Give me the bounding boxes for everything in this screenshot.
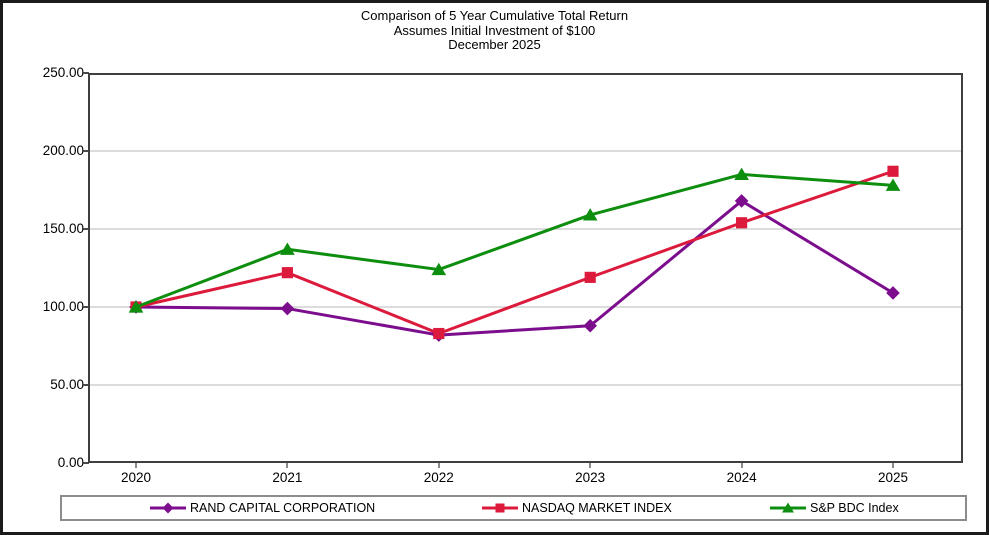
data-point-nasdaq-market-index-2021 xyxy=(281,267,293,279)
data-point-nasdaq-market-index-2025 xyxy=(887,165,899,177)
data-point-s-p-bdc-index-2020 xyxy=(128,300,144,313)
data-point-nasdaq-market-index-2024 xyxy=(736,217,748,229)
series-line-nasdaq-market-index xyxy=(135,169,894,336)
x-tick-label: 2024 xyxy=(726,470,757,485)
legend-item-rand-capital-corporation: RAND CAPITAL CORPORATION xyxy=(150,501,375,515)
x-tick-label: 2023 xyxy=(575,470,606,485)
y-tick-label: 150.00 xyxy=(42,221,84,236)
legend-label: NASDAQ MARKET INDEX xyxy=(522,501,672,515)
legend: RAND CAPITAL CORPORATION NASDAQ MARKET IN… xyxy=(60,495,967,521)
plot-border xyxy=(88,73,963,463)
x-tick-mark xyxy=(135,463,137,468)
y-tick-mark xyxy=(83,228,89,230)
legend-marker-triangle-icon xyxy=(770,502,806,513)
data-point-rand-capital-corporation-2025 xyxy=(886,286,900,300)
legend-marker-diamond-icon xyxy=(150,502,186,514)
y-tick-mark xyxy=(83,150,89,152)
data-point-s-p-bdc-index-2024 xyxy=(734,167,749,180)
x-tick-label: 2020 xyxy=(120,470,152,485)
y-tick-label: 50.00 xyxy=(50,377,84,392)
chart-title-line-2: Assumes Initial Investment of $100 xyxy=(393,22,596,38)
y-tick-mark xyxy=(83,306,89,308)
plot-area xyxy=(88,73,963,463)
chart-title-line-1: Comparison of 5 Year Cumulative Total Re… xyxy=(360,8,629,23)
x-tick-mark xyxy=(437,463,440,468)
y-tick-label: 100.00 xyxy=(42,299,84,314)
legend-marker-square-icon xyxy=(482,503,518,513)
chart-title: Comparison of 5 Year Cumulative Total Re… xyxy=(0,8,989,53)
y-tick-label: 250.00 xyxy=(42,65,84,80)
series-line-rand-capital-corporation xyxy=(135,199,894,337)
data-point-rand-capital-corporation-2024 xyxy=(734,194,749,208)
x-tick-label: 2025 xyxy=(877,470,909,485)
data-point-s-p-bdc-index-2022 xyxy=(431,262,447,276)
data-point-s-p-bdc-index-2021 xyxy=(280,242,295,255)
data-point-rand-capital-corporation-2023 xyxy=(583,318,597,333)
y-tick-label: 200.00 xyxy=(42,143,84,158)
y-tick-mark xyxy=(83,462,89,464)
legend-label: RAND CAPITAL CORPORATION xyxy=(190,501,376,515)
data-point-rand-capital-corporation-2021 xyxy=(280,301,295,316)
x-tick-mark xyxy=(740,463,743,468)
series-line-s-p-bdc-index xyxy=(135,172,894,309)
y-tick-mark xyxy=(83,384,89,386)
data-point-nasdaq-market-index-2022 xyxy=(433,327,445,340)
y-tick-mark xyxy=(83,72,89,74)
data-point-s-p-bdc-index-2025 xyxy=(885,178,901,191)
data-point-s-p-bdc-index-2023 xyxy=(582,208,598,221)
x-tick-label: 2022 xyxy=(423,470,454,485)
legend-label: S&P BDC Index xyxy=(810,501,899,515)
x-tick-mark xyxy=(589,463,592,468)
y-tick-label: 0.00 xyxy=(57,455,84,470)
x-tick-label: 2021 xyxy=(272,470,303,485)
legend-item-s-p-bdc-index: S&P BDC Index xyxy=(770,501,899,515)
chart-title-line-3: December 2025 xyxy=(448,37,541,52)
data-point-nasdaq-market-index-2023 xyxy=(584,271,596,283)
x-tick-mark xyxy=(286,463,289,468)
legend-item-nasdaq-market-index: NASDAQ MARKET INDEX xyxy=(482,501,672,515)
x-tick-mark xyxy=(892,463,894,468)
